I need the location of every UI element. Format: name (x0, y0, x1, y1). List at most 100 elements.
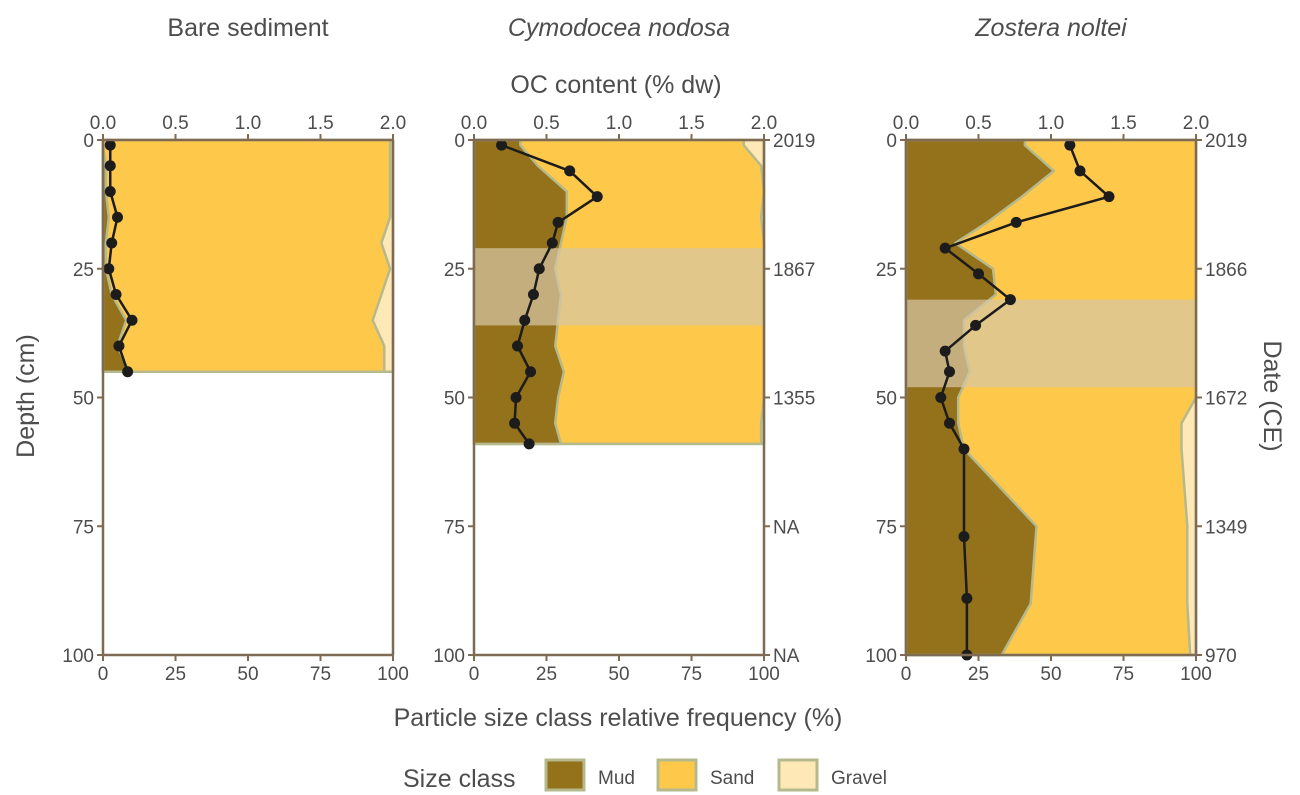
oc-point (1064, 139, 1076, 151)
date-tick-label: NA (773, 517, 800, 538)
oc-point (496, 139, 508, 151)
freq-tick-label: 50 (1040, 664, 1061, 685)
oc-line (939, 144, 1111, 655)
oc-tick-label: 0.0 (90, 113, 116, 134)
legend-swatch-sand (656, 758, 698, 792)
oc-point (958, 443, 970, 455)
bottom-axis-label: Particle size class relative frequency (… (394, 704, 843, 732)
depth-tick-label: 75 (876, 517, 897, 538)
oc-line (107, 145, 134, 373)
depth-tick-label: 25 (444, 260, 465, 281)
depth-tick-label: 25 (876, 260, 897, 281)
freq-tick-label: 0 (98, 664, 109, 685)
panel-title: Cymodocea nodosa (508, 14, 730, 42)
oc-point (110, 289, 122, 300)
oc-point (1010, 216, 1022, 228)
oc-point (112, 211, 123, 223)
oc-point (510, 392, 522, 403)
oc-tick-label: 0.0 (461, 113, 487, 134)
legend-swatch-gravel (777, 758, 819, 792)
oc-tick-label: 2.0 (751, 113, 777, 134)
oc-point (122, 366, 134, 378)
oc-point (1004, 294, 1016, 306)
legend-label-sand: Sand (710, 768, 754, 789)
depth-tick-label: 75 (73, 517, 94, 538)
date-tick-label: NA (773, 646, 800, 667)
depth-tick-label: 50 (876, 389, 897, 410)
oc-point (527, 289, 539, 300)
oc-point (533, 263, 545, 275)
oc-point (944, 366, 955, 378)
date-tick-label: 1867 (773, 260, 815, 281)
freq-tick-label: 50 (237, 664, 258, 685)
panel-2: Zostera noltei 0 25 50 75 100 0.0 0.5 1.0 1.5 2.0 0… (865, 14, 1247, 685)
freq-tick-label: 100 (1180, 664, 1212, 685)
date-tick-label: 1672 (1205, 389, 1247, 410)
oc-point (104, 139, 116, 151)
oc-point (939, 345, 951, 357)
freq-tick-label: 75 (681, 664, 702, 685)
oc-tick-label: 1.0 (606, 113, 632, 134)
dating-band (474, 248, 764, 326)
oc-point (564, 165, 576, 177)
oc-point (113, 340, 125, 352)
freq-tick-label: 25 (968, 664, 989, 685)
depth-tick-label: 75 (444, 517, 465, 538)
oc-tick-label: 0.0 (893, 113, 919, 134)
date-tick-label: 2019 (773, 131, 815, 152)
date-tick-label: 1866 (1205, 260, 1247, 281)
oc-tick-label: 1.5 (678, 113, 704, 134)
oc-point (552, 216, 564, 228)
oc-tick-label: 0.5 (965, 113, 991, 134)
oc-tick-label: 2.0 (1183, 113, 1209, 134)
oc-tick-label: 1.5 (307, 113, 333, 134)
oc-point (958, 531, 970, 543)
date-tick-label: 970 (1205, 646, 1237, 667)
oc-point (104, 186, 116, 197)
freq-tick-label: 0 (469, 664, 480, 685)
depth-tick-label: 0 (886, 131, 897, 152)
right-axis-label: Date (CE) (1258, 340, 1286, 451)
oc-tick-label: 1.5 (1110, 113, 1136, 134)
oc-point (103, 263, 115, 275)
legend-swatch-mud (544, 758, 586, 792)
freq-tick-label: 100 (377, 664, 409, 685)
oc-point (970, 319, 982, 331)
panel-title: Bare sediment (167, 14, 328, 42)
oc-point (512, 340, 523, 352)
depth-tick-label: 100 (865, 646, 897, 667)
oc-point (1074, 165, 1086, 177)
left-axis-label: Depth (cm) (12, 334, 40, 458)
date-tick-label: 1349 (1205, 517, 1247, 538)
panel-title: Zostera noltei (974, 14, 1128, 42)
date-tick-label: 1355 (773, 389, 815, 410)
freq-tick-label: 100 (748, 664, 780, 685)
oc-point (1103, 191, 1115, 203)
oc-point (126, 314, 138, 326)
top-axis-label: OC content (% dw) (510, 71, 721, 99)
panels: Bare sediment 0 25 50 75 100 0.0 0.5 1.0 1.5 2.0 0 2… (62, 14, 1247, 685)
oc-tick-label: 2.0 (380, 113, 406, 134)
oc-tick-label: 1.0 (235, 113, 261, 134)
legend-label-gravel: Gravel (831, 768, 887, 789)
depth-tick-label: 50 (73, 389, 94, 410)
panel-1: Cymodocea nodosa 0 25 50 75 100 0.0 0.5 1.0 1.5 2.… (433, 14, 815, 685)
oc-point (944, 417, 955, 429)
oc-tick-label: 0.5 (162, 113, 188, 134)
depth-tick-label: 100 (433, 646, 465, 667)
oc-point (525, 366, 537, 378)
oc-point (104, 160, 116, 172)
oc-point (973, 268, 984, 280)
freq-tick-label: 25 (536, 664, 557, 685)
legend-title: Size class (403, 765, 516, 793)
oc-point (939, 242, 951, 254)
legend: Size class Mud Sand Gravel (403, 758, 887, 793)
oc-tick-label: 0.5 (533, 113, 559, 134)
oc-point (935, 392, 947, 403)
depth-tick-label: 25 (73, 260, 94, 281)
sand-area (101, 138, 392, 373)
freq-tick-label: 0 (901, 664, 912, 685)
oc-point (961, 592, 973, 604)
depth-tick-label: 0 (83, 131, 94, 152)
